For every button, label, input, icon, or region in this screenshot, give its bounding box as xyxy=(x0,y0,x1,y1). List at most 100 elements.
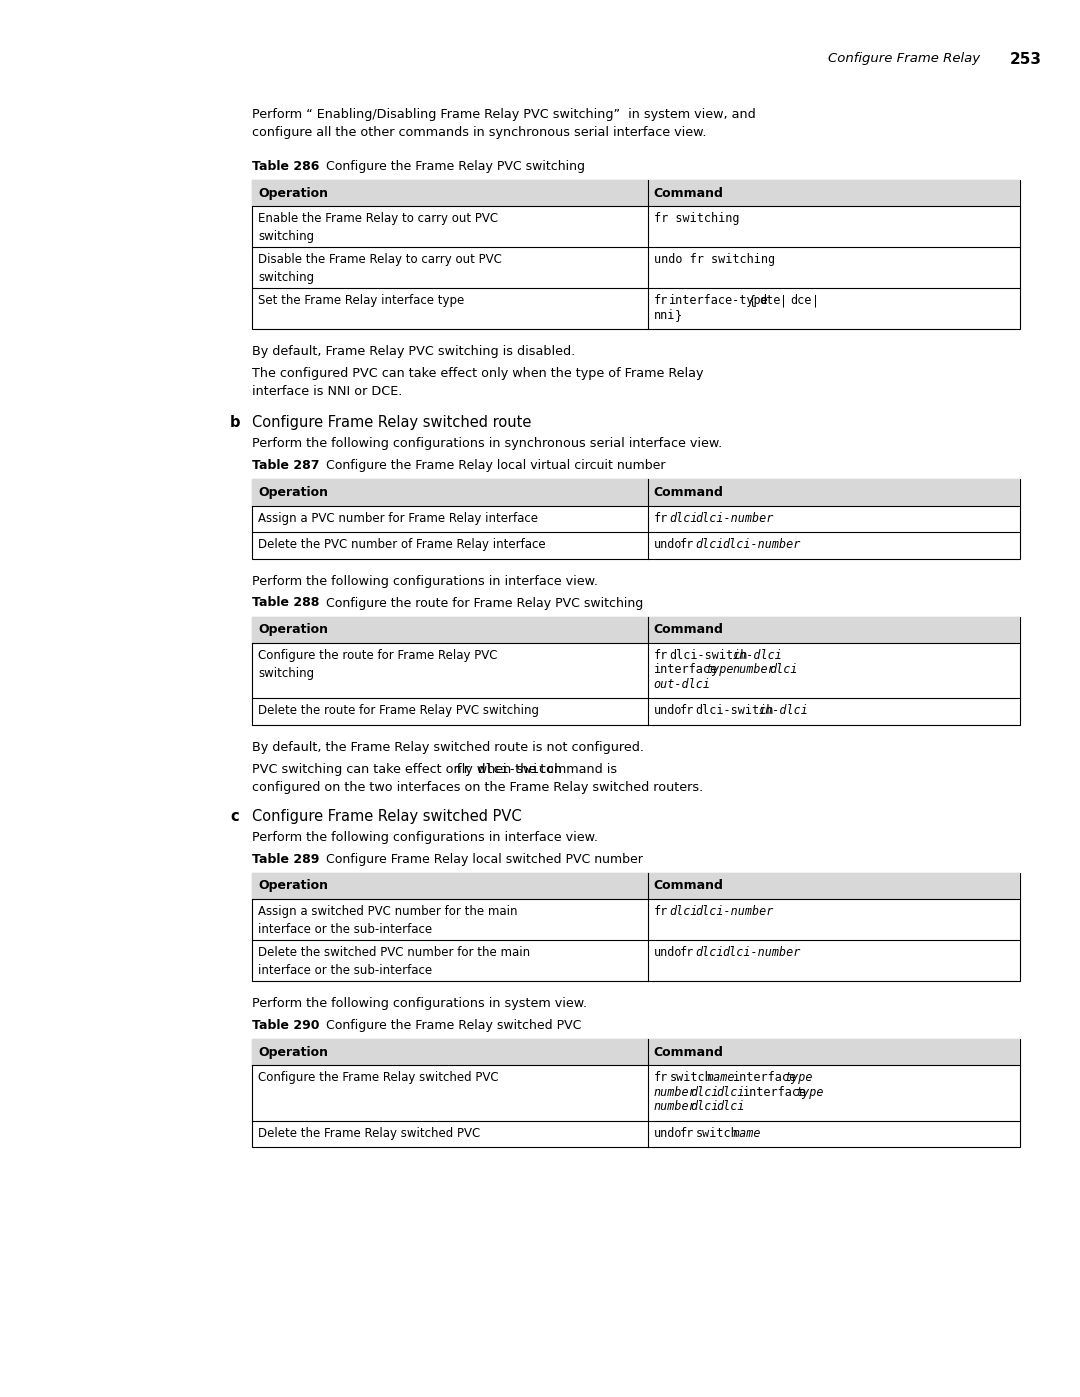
Text: dlci-switch: dlci-switch xyxy=(670,650,747,662)
Text: dlci-number: dlci-number xyxy=(696,511,774,525)
Text: dlci-number: dlci-number xyxy=(723,538,800,550)
Text: Operation: Operation xyxy=(258,880,328,893)
Text: name: name xyxy=(706,1071,734,1084)
Text: Perform “ Enabling/Disabling Frame Relay PVC switching”  in system view, and
con: Perform “ Enabling/Disabling Frame Relay… xyxy=(252,108,756,138)
Text: Configure the Frame Relay local virtual circuit number: Configure the Frame Relay local virtual … xyxy=(314,460,665,472)
Text: Configure Frame Relay switched route: Configure Frame Relay switched route xyxy=(252,415,531,430)
Text: fr: fr xyxy=(653,650,667,662)
Text: dlci: dlci xyxy=(717,1101,745,1113)
Text: dlci-switch: dlci-switch xyxy=(696,704,774,717)
Text: dlci-number: dlci-number xyxy=(723,946,800,960)
Text: type: type xyxy=(706,664,734,676)
Text: fr dlci-switch: fr dlci-switch xyxy=(455,763,562,775)
Text: number: number xyxy=(653,1101,697,1113)
Bar xyxy=(252,1039,1020,1066)
Text: Configure Frame Relay local switched PVC number: Configure Frame Relay local switched PVC… xyxy=(314,852,643,866)
Text: undo: undo xyxy=(653,1127,683,1140)
Text: |: | xyxy=(780,295,787,307)
Bar xyxy=(252,1039,1020,1147)
Text: Operation: Operation xyxy=(258,486,328,499)
Bar xyxy=(252,180,1020,330)
Text: Operation: Operation xyxy=(258,187,328,200)
Text: Command: Command xyxy=(653,623,724,636)
Text: undo fr switching: undo fr switching xyxy=(653,253,774,267)
Text: in-dlci: in-dlci xyxy=(732,650,782,662)
Text: Configure Frame Relay: Configure Frame Relay xyxy=(828,52,980,66)
Bar xyxy=(252,479,1020,506)
Text: Delete the switched PVC number for the main
interface or the sub-interface: Delete the switched PVC number for the m… xyxy=(258,946,530,977)
Text: switch: switch xyxy=(696,1127,739,1140)
Text: switch: switch xyxy=(670,1071,712,1084)
Text: dlci: dlci xyxy=(696,946,725,960)
Bar xyxy=(252,873,1020,981)
Text: Operation: Operation xyxy=(258,623,328,636)
Text: Perform the following configurations in interface view.: Perform the following configurations in … xyxy=(252,574,598,588)
Text: PVC switching can take effect only when the: PVC switching can take effect only when … xyxy=(252,763,540,775)
Text: dlci: dlci xyxy=(690,1085,719,1099)
Text: c: c xyxy=(230,809,239,824)
Text: number: number xyxy=(732,664,775,676)
Bar xyxy=(252,616,1020,725)
Text: Assign a switched PVC number for the main
interface or the sub-interface: Assign a switched PVC number for the mai… xyxy=(258,905,517,936)
Text: fr: fr xyxy=(653,511,667,525)
Text: dlci: dlci xyxy=(670,905,698,918)
Text: interface: interface xyxy=(653,664,717,676)
Text: Configure Frame Relay switched PVC: Configure Frame Relay switched PVC xyxy=(252,809,522,824)
Text: fr: fr xyxy=(680,538,694,550)
Text: |: | xyxy=(812,295,819,307)
Text: b: b xyxy=(230,415,241,430)
Text: out-dlci: out-dlci xyxy=(653,678,711,692)
Text: Perform the following configurations in synchronous serial interface view.: Perform the following configurations in … xyxy=(252,437,723,450)
Text: type: type xyxy=(796,1085,824,1099)
Text: name: name xyxy=(732,1127,761,1140)
Text: dlci: dlci xyxy=(696,538,725,550)
Text: Configure the Frame Relay PVC switching: Configure the Frame Relay PVC switching xyxy=(314,161,585,173)
Bar xyxy=(252,479,1020,559)
Text: Disable the Frame Relay to carry out PVC
switching: Disable the Frame Relay to carry out PVC… xyxy=(258,253,502,285)
Text: undo: undo xyxy=(653,704,683,717)
Text: Operation: Operation xyxy=(258,1046,328,1059)
Text: undo: undo xyxy=(653,538,683,550)
Text: Table 290: Table 290 xyxy=(252,1018,320,1032)
Text: dlci: dlci xyxy=(690,1101,719,1113)
Text: configured on the two interfaces on the Frame Relay switched routers.: configured on the two interfaces on the … xyxy=(252,781,703,793)
Text: By default, Frame Relay PVC switching is disabled.: By default, Frame Relay PVC switching is… xyxy=(252,345,576,358)
Text: dlci: dlci xyxy=(769,664,798,676)
Text: dte: dte xyxy=(759,295,780,307)
Text: Configure the Frame Relay switched PVC: Configure the Frame Relay switched PVC xyxy=(258,1071,499,1084)
Text: fr: fr xyxy=(653,905,667,918)
Text: Delete the PVC number of Frame Relay interface: Delete the PVC number of Frame Relay int… xyxy=(258,538,545,550)
Bar xyxy=(252,616,1020,643)
Text: Assign a PVC number for Frame Relay interface: Assign a PVC number for Frame Relay inte… xyxy=(258,511,538,525)
Text: dlci: dlci xyxy=(670,511,698,525)
Text: interface: interface xyxy=(732,1071,797,1084)
Text: Command: Command xyxy=(653,1046,724,1059)
Text: dce: dce xyxy=(791,295,812,307)
Text: Table 286: Table 286 xyxy=(252,161,320,173)
Text: fr: fr xyxy=(680,704,694,717)
Text: command is: command is xyxy=(535,763,617,775)
Text: Table 289: Table 289 xyxy=(252,852,320,866)
Text: The configured PVC can take effect only when the type of Frame Relay
interface i: The configured PVC can take effect only … xyxy=(252,367,703,398)
Text: Configure the route for Frame Relay PVC
switching: Configure the route for Frame Relay PVC … xyxy=(258,650,498,680)
Text: fr: fr xyxy=(680,946,694,960)
Text: {: { xyxy=(748,295,756,307)
Text: in-dlci: in-dlci xyxy=(759,704,809,717)
Text: Configure the Frame Relay switched PVC: Configure the Frame Relay switched PVC xyxy=(314,1018,581,1032)
Text: Command: Command xyxy=(653,486,724,499)
Text: }: } xyxy=(675,309,681,321)
Text: Set the Frame Relay interface type: Set the Frame Relay interface type xyxy=(258,295,464,307)
Text: fr: fr xyxy=(653,1071,667,1084)
Text: Configure the route for Frame Relay PVC switching: Configure the route for Frame Relay PVC … xyxy=(314,597,644,609)
Text: nni: nni xyxy=(653,309,675,321)
Text: By default, the Frame Relay switched route is not configured.: By default, the Frame Relay switched rou… xyxy=(252,740,644,754)
Bar xyxy=(252,180,1020,207)
Text: interface: interface xyxy=(743,1085,807,1099)
Text: Command: Command xyxy=(653,187,724,200)
Text: 253: 253 xyxy=(1010,52,1042,67)
Text: Command: Command xyxy=(653,880,724,893)
Text: fr: fr xyxy=(680,1127,694,1140)
Text: fr: fr xyxy=(653,295,667,307)
Text: undo: undo xyxy=(653,946,683,960)
Text: dlci: dlci xyxy=(717,1085,745,1099)
